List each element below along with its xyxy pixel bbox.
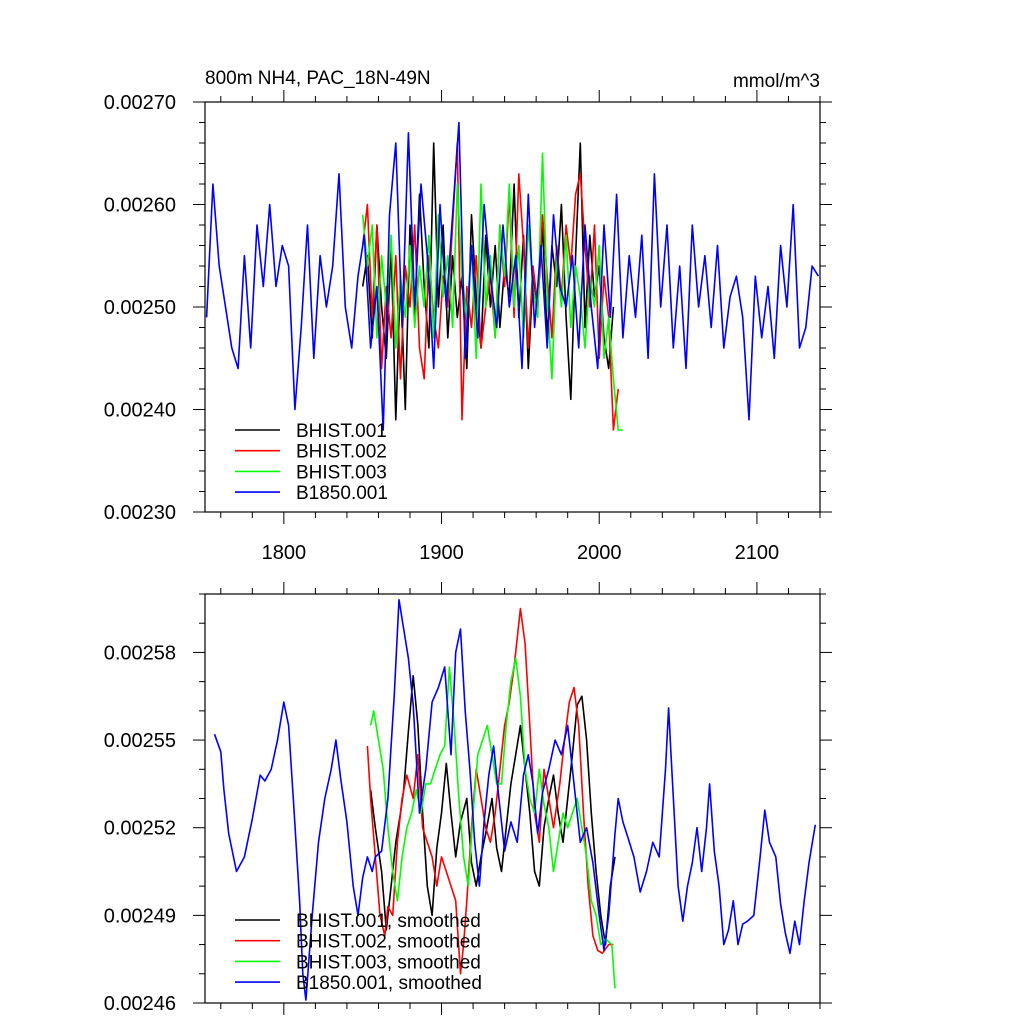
y-tick-label: 0.00250 [104, 297, 176, 319]
legend-label: BHIST.001, smoothed [296, 911, 481, 932]
legend-label: BHIST.003 [296, 462, 387, 483]
y-tick-label: 0.00249 [104, 905, 176, 927]
legend-label: B1850.001 [296, 483, 388, 504]
legend-label: BHIST.002, smoothed [296, 932, 481, 953]
top-panel-raw: 1800 1900 2000 2100 0.00230 0.00240 0.00250 0.0… [104, 90, 832, 564]
x-tick-label: 2000 [577, 542, 622, 564]
y-tick-label: 0.00260 [104, 195, 176, 217]
series-line-4 [213, 598, 817, 1001]
y-tick-label: 0.00252 [104, 818, 176, 840]
x-tick-label: 2100 [735, 542, 780, 564]
y-tick-label: 0.00258 [104, 642, 176, 664]
y-tick-label: 0.00230 [104, 502, 176, 524]
series-line-1 [361, 142, 615, 421]
y-tick-label: 0.00240 [104, 400, 176, 422]
bottom-panel-smoothed: 0.00246 0.00249 0.00252 0.00255 0.00258 BHIST… [104, 582, 832, 1015]
y-tick-label: 0.00255 [104, 730, 176, 752]
x-tick-label: 1900 [419, 542, 464, 564]
legend-label: BHIST.002 [296, 442, 387, 463]
series-line-4 [205, 121, 820, 431]
legend-label: BHIST.001 [296, 421, 387, 442]
chart-title: 800m NH4, PAC_18N-49N [205, 68, 431, 89]
series-line-2 [366, 607, 614, 975]
y-tick-label: 0.00246 [104, 993, 176, 1015]
legend-label: BHIST.003, smoothed [296, 952, 481, 973]
x-tick-label: 1800 [262, 542, 307, 564]
units-label: mmol/m^3 [733, 71, 820, 92]
y-tick-label: 0.00270 [104, 92, 176, 114]
legend-label: B1850.001, smoothed [296, 973, 482, 994]
series-line-1 [369, 674, 616, 946]
